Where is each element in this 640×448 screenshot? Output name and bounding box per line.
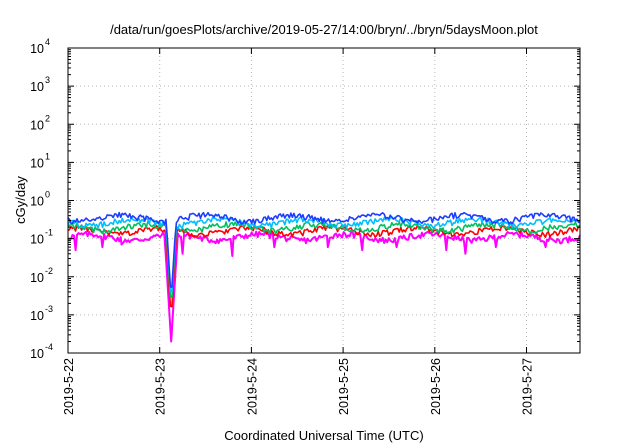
grid — [68, 48, 580, 353]
chart-title: /data/run/goesPlots/archive/2019-05-27/1… — [110, 22, 538, 37]
y-tick-label: 10 — [30, 80, 44, 94]
series-line — [67, 216, 581, 293]
x-tick-label: 2019-5-27 — [521, 358, 535, 415]
y-tick-exponent: 1 — [45, 151, 50, 161]
y-tick-exponent: -4 — [45, 342, 53, 352]
x-tick-label: 2019-5-26 — [429, 358, 443, 415]
y-tick-label: 10 — [30, 233, 44, 247]
series-line — [67, 220, 581, 299]
series-line — [67, 211, 581, 288]
y-tick-label: 10 — [30, 118, 44, 132]
y-tick-label: 10 — [30, 195, 44, 209]
y-tick-label: 10 — [30, 347, 44, 361]
series-group — [67, 211, 581, 343]
y-tick-exponent: 0 — [45, 190, 50, 200]
x-tick-label: 2019-5-22 — [62, 358, 76, 415]
y-tick-exponent: 3 — [45, 75, 50, 85]
series-line — [67, 230, 581, 343]
y-tick-exponent: -1 — [45, 228, 53, 238]
x-tick-label: 2019-5-23 — [154, 358, 168, 415]
y-tick-exponent: 4 — [45, 37, 50, 47]
x-tick-label: 2019-5-24 — [245, 358, 259, 415]
series-line — [67, 224, 581, 308]
y-tick-exponent: -2 — [45, 266, 53, 276]
y-tick-exponent: 2 — [45, 113, 50, 123]
y-tick-exponent: -3 — [45, 304, 53, 314]
x-tick-label: 2019-5-25 — [337, 358, 351, 415]
x-axis-label: Coordinated Universal Time (UTC) — [224, 428, 423, 443]
y-tick-label: 10 — [30, 271, 44, 285]
y-tick-label: 10 — [30, 42, 44, 56]
y-tick-label: 10 — [30, 309, 44, 323]
y-tick-label: 10 — [30, 156, 44, 170]
y-axis-label: cGy/day — [13, 176, 28, 224]
